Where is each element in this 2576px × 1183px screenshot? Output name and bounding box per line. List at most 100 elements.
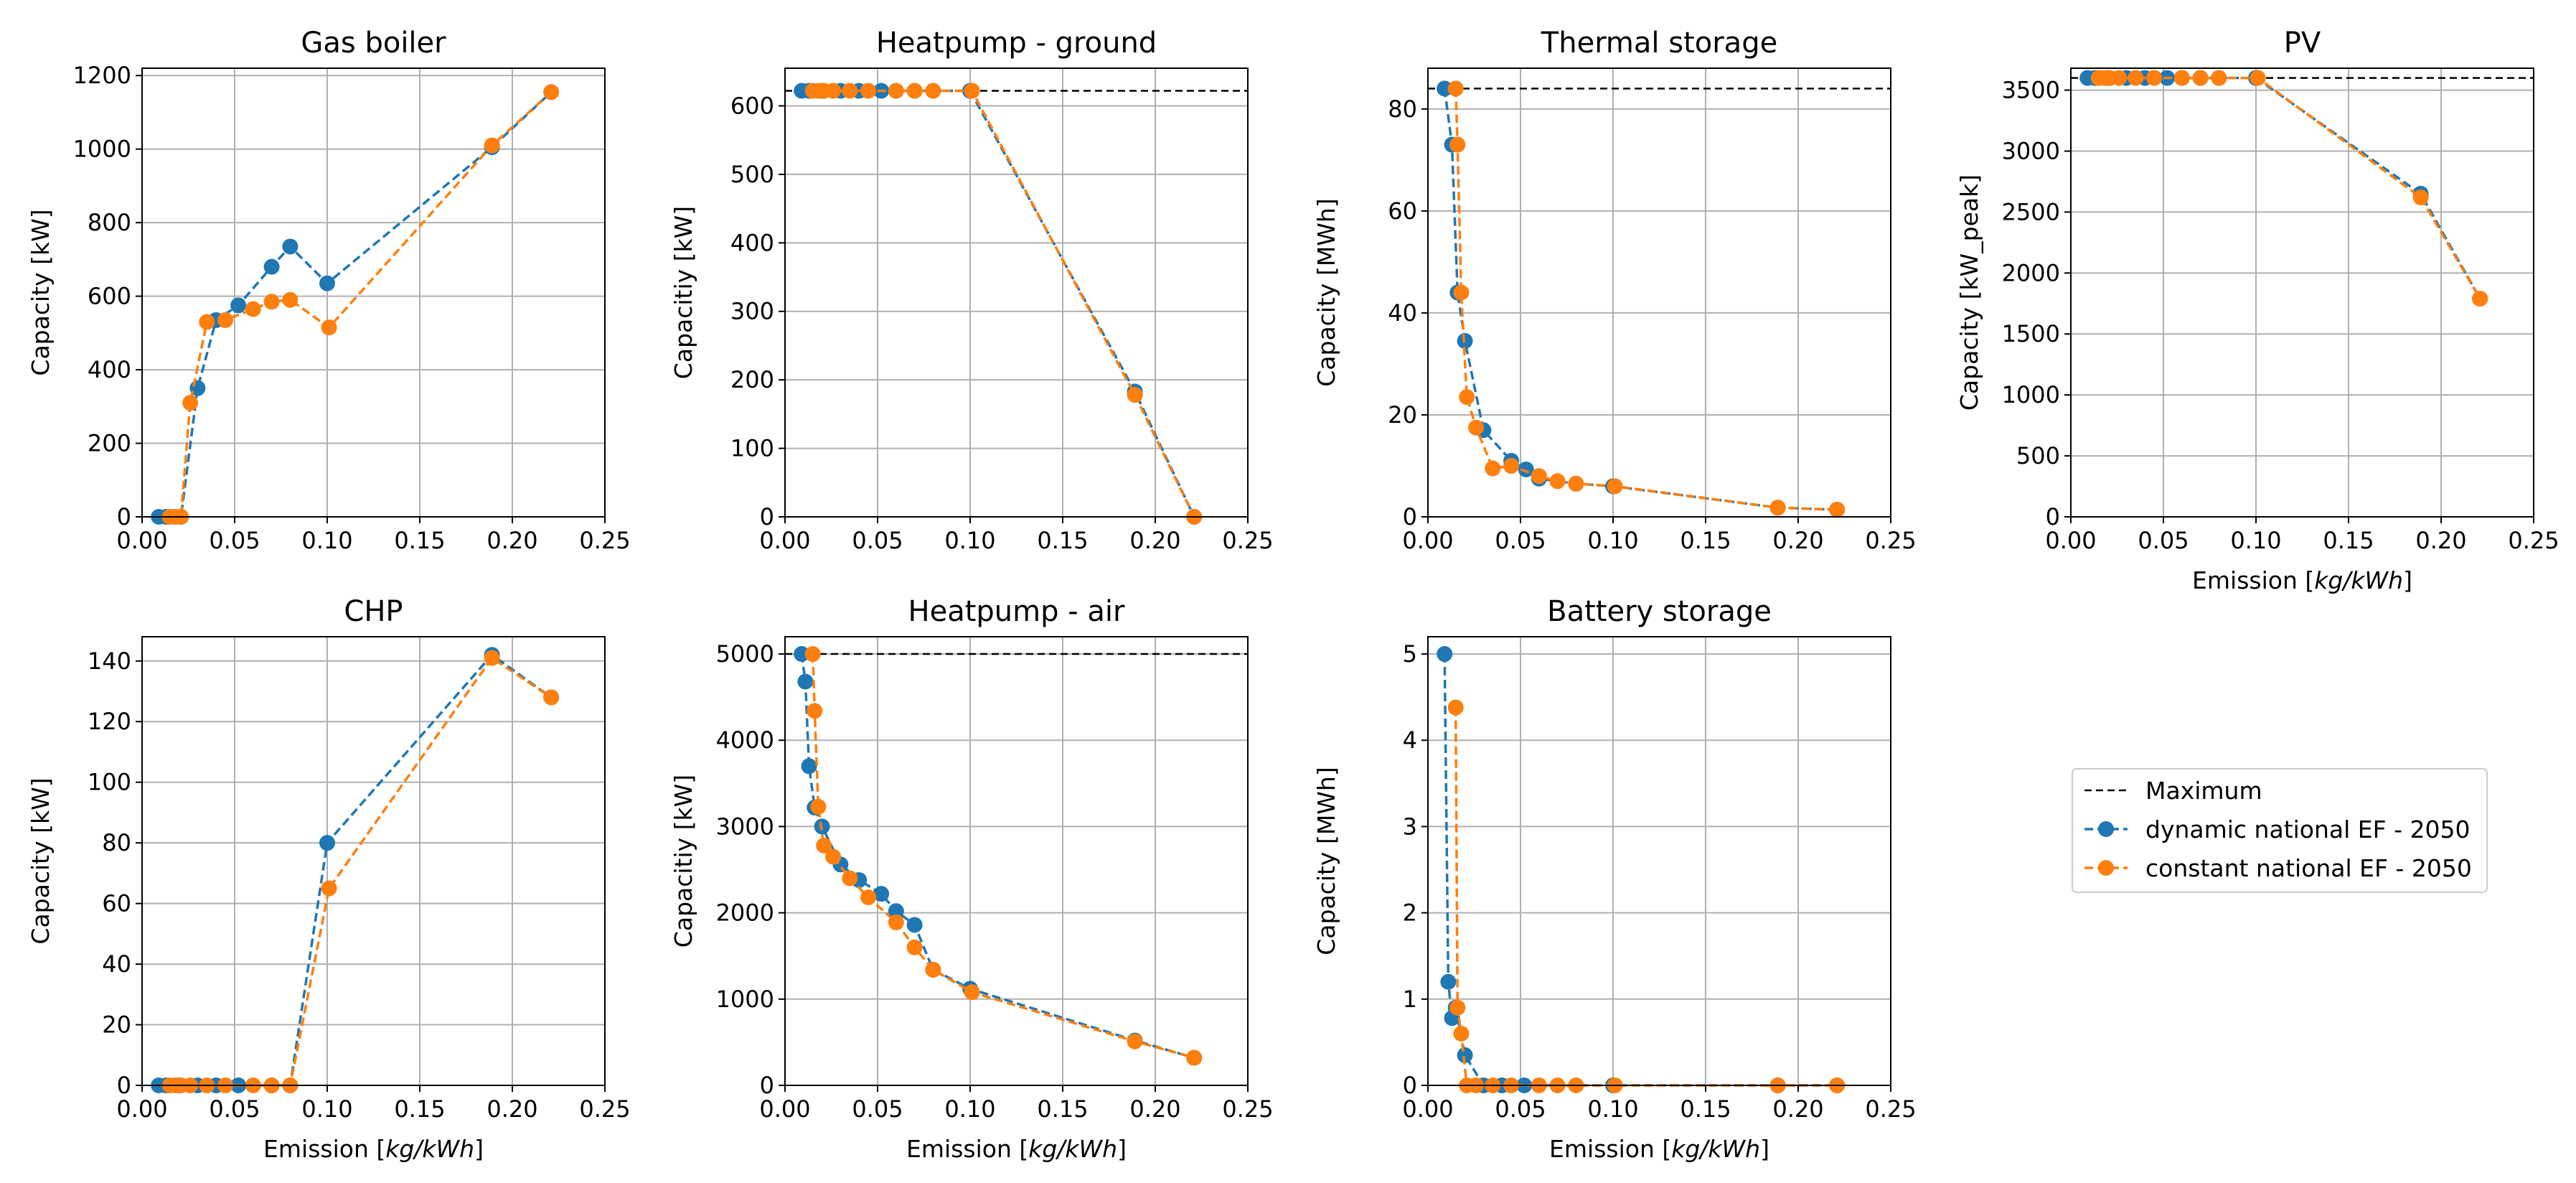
data-point-dynamic	[801, 758, 817, 775]
data-point-constant	[543, 84, 560, 100]
x-tick-label: 0.10	[944, 527, 995, 554]
y-tick-label: 60	[1388, 197, 1417, 225]
data-point-constant	[842, 870, 858, 887]
data-point-constant	[2173, 70, 2190, 86]
data-point-constant	[1485, 460, 1501, 477]
y-axis-label: Capacity [kW_peak]	[1955, 174, 1983, 411]
data-point-dynamic	[319, 275, 335, 291]
x-tick-label: 0.10	[944, 1095, 995, 1123]
y-tick-label: 800	[88, 209, 131, 236]
x-tick-label: 0.25	[579, 1095, 630, 1123]
axes-frame	[141, 636, 606, 1086]
x-tick-label: 0.15	[1680, 1095, 1731, 1123]
x-tick-label: 0.20	[486, 1095, 537, 1123]
x-tick-label: 0.10	[1587, 1095, 1638, 1123]
y-tick-label: 0	[117, 1072, 131, 1099]
axes-frame	[1427, 636, 1891, 1086]
axes-frame	[2070, 67, 2534, 518]
subplot-title: Heatpump - air	[908, 595, 1125, 628]
y-tick-label: 100	[88, 769, 131, 796]
axes-frame	[784, 67, 1249, 518]
x-tick-label: 0.10	[301, 527, 352, 554]
data-point-constant	[1447, 80, 1464, 97]
y-axis-label: Capacitiy [kW]	[669, 775, 697, 948]
data-point-constant	[321, 319, 337, 336]
x-tick-label: 0.20	[486, 527, 537, 554]
subplot-title: Heatpump - ground	[876, 27, 1157, 60]
data-point-dynamic	[319, 835, 335, 851]
data-point-constant	[245, 301, 261, 317]
subplot-5: 0.00 0.05 0.10 0.15 0.20 0.25 0 20 40 60 80 100 120 1…	[27, 595, 631, 1163]
data-point-dynamic	[873, 886, 890, 902]
x-axis-label: Emission [kg/kWh]	[1549, 1135, 1769, 1163]
axes-frame	[784, 636, 1249, 1086]
data-point-dynamic	[282, 238, 299, 255]
x-tick-label: 0.25	[1222, 527, 1273, 554]
y-axis-label: Capacity [kW]	[27, 209, 55, 375]
y-tick-label: 3000	[2002, 137, 2060, 164]
y-tick-label: 0	[117, 503, 131, 530]
data-point-constant	[810, 798, 827, 815]
subplot-title: Battery storage	[1547, 595, 1772, 628]
y-tick-label: 300	[730, 298, 774, 325]
subplot-1: 0.00 0.05 0.10 0.15 0.20 0.25 0 200 400 600 800 100…	[27, 27, 631, 554]
data-point-constant	[1449, 136, 1466, 153]
data-point-constant	[888, 914, 904, 930]
data-point-constant	[1568, 475, 1584, 492]
x-tick-label: 0.20	[1129, 527, 1180, 554]
y-tick-label: 0	[1403, 1072, 1417, 1099]
x-tick-label: 0.10	[301, 1095, 352, 1123]
x-tick-label: 0.00	[116, 1095, 167, 1123]
data-point-constant	[1127, 387, 1143, 403]
data-point-constant	[1468, 419, 1485, 436]
y-tick-label: 600	[88, 283, 131, 310]
x-axis-label: Emission [kg/kWh]	[2192, 566, 2412, 594]
y-tick-label: 4000	[716, 726, 774, 754]
data-point-constant	[1829, 502, 1846, 518]
y-tick-label: 5000	[716, 640, 774, 668]
data-point-dynamic	[1437, 646, 1453, 663]
y-tick-label: 40	[1388, 299, 1417, 327]
y-tick-label: 20	[1388, 401, 1417, 429]
data-point-dynamic	[888, 903, 904, 920]
y-tick-label: 1000	[73, 136, 131, 163]
data-point-dynamic	[906, 917, 923, 933]
y-tick-label: 3000	[716, 813, 774, 840]
axes-frame	[141, 67, 606, 518]
x-tick-label: 0.15	[1680, 527, 1731, 554]
y-tick-label: 3500	[2002, 77, 2060, 104]
y-tick-label: 1	[1403, 986, 1417, 1013]
y-tick-label: 1000	[716, 986, 774, 1013]
data-point-dynamic	[1457, 1047, 1473, 1063]
data-point-constant	[2146, 70, 2163, 86]
data-point-constant	[842, 83, 858, 99]
y-tick-label: 2000	[716, 899, 774, 927]
data-point-constant	[1453, 284, 1470, 301]
x-tick-label: 0.10	[2230, 527, 2281, 554]
data-point-constant	[2412, 190, 2429, 206]
x-tick-label: 0.00	[1402, 1095, 1453, 1123]
x-tick-label: 0.15	[2323, 527, 2374, 554]
x-tick-label: 0.15	[1037, 527, 1088, 554]
data-point-constant	[1503, 457, 1520, 474]
data-point-constant	[860, 83, 877, 99]
legend-label-maximum: Maximum	[2145, 777, 2262, 805]
y-tick-label: 500	[730, 161, 774, 188]
data-point-constant	[964, 984, 980, 1001]
data-point-constant	[888, 83, 904, 99]
subplot-title: Gas boiler	[301, 27, 446, 60]
data-point-constant	[321, 880, 337, 897]
y-tick-label: 1500	[2002, 320, 2060, 347]
series-line-constant	[812, 89, 1195, 518]
data-point-constant	[2250, 70, 2266, 86]
data-point-constant	[807, 703, 823, 719]
data-point-constant	[1459, 389, 1475, 406]
legend: Maximum dynamic national EF - 2050 const…	[2072, 768, 2488, 893]
y-tick-label: 20	[102, 1011, 131, 1039]
y-tick-label: 0	[760, 503, 774, 530]
legend-frame	[2072, 768, 2488, 893]
y-tick-label: 200	[730, 366, 774, 393]
subplot-7: 0.00 0.05 0.10 0.15 0.20 0.25 0 1 2 3 4 5 Battery st…	[1312, 595, 1917, 1163]
x-tick-label: 0.05	[852, 527, 903, 554]
data-point-constant	[2128, 70, 2144, 86]
